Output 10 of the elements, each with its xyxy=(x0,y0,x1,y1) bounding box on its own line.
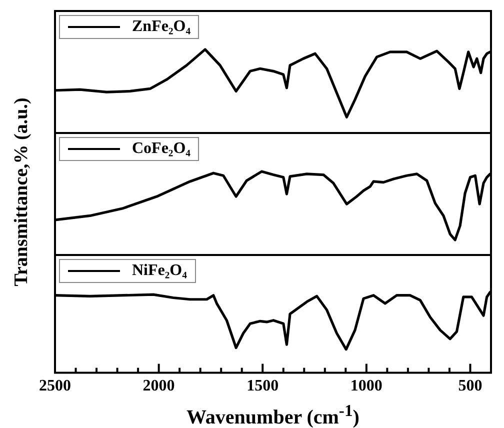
x-tick-label: 500 xyxy=(458,378,482,395)
legend-label: ZnFe₂O₄ xyxy=(132,18,190,36)
legend-label: CoFe₂O₄ xyxy=(132,140,190,158)
legend-label: NiFe₂O₄ xyxy=(132,262,187,280)
x-tick-label: 2500 xyxy=(39,378,71,395)
x-tick-label: 1000 xyxy=(350,378,382,395)
x-tick-label: 1500 xyxy=(246,378,279,395)
y-axis-title: Transmittance,% (a.u.) xyxy=(11,98,33,286)
x-tick-label: 2000 xyxy=(142,378,175,395)
x-axis-title: Wavenumber (cm$^{-1}$) xyxy=(186,401,360,428)
